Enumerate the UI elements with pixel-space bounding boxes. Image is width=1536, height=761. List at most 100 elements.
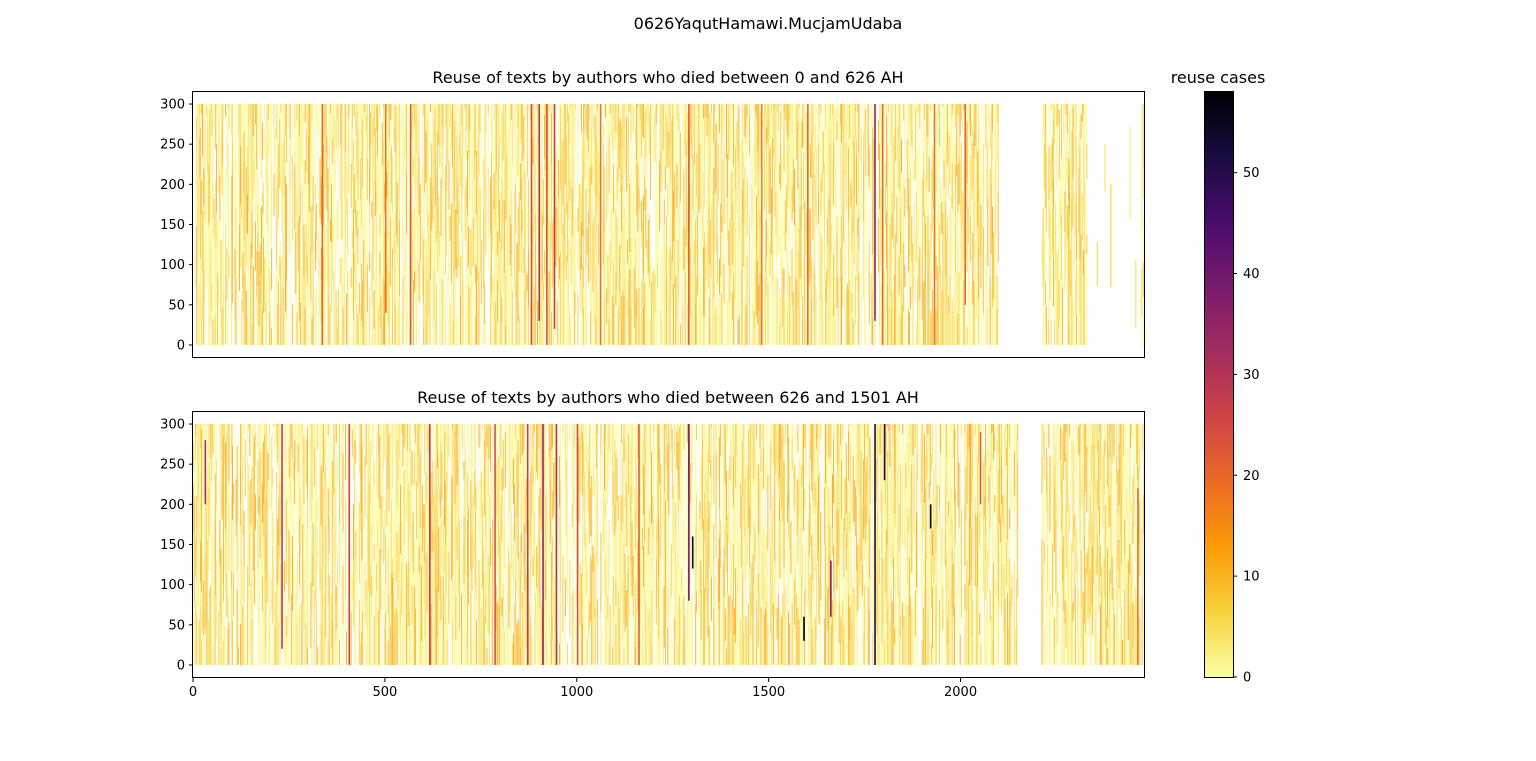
heatmap-cell: [680, 201, 681, 272]
heatmap-cell: [336, 457, 338, 484]
heatmap-cell: [387, 257, 389, 326]
heatmap-cell: [393, 518, 395, 572]
heatmap-cell: [379, 252, 381, 276]
heatmap-cell: [226, 424, 228, 435]
heatmap-cell: [560, 268, 562, 345]
heatmap-cell: [296, 312, 298, 345]
heatmap-cell: [652, 104, 654, 109]
heatmap-cell: [516, 623, 518, 665]
heatmap-cell: [232, 620, 233, 665]
heatmap-cell: [401, 424, 403, 434]
heatmap-cell: [513, 458, 514, 505]
heatmap-cell: [473, 226, 475, 288]
heatmap-cell: [290, 594, 292, 665]
heatmap-cell: [309, 456, 311, 523]
heatmap-cell: [624, 208, 626, 279]
heatmap-cell: [327, 488, 329, 531]
heatmap-cell: [545, 203, 547, 225]
heatmap-cell: [487, 238, 489, 269]
heatmap-cell: [846, 104, 848, 133]
heatmap-cell: [1074, 104, 1076, 170]
heatmap-cell: [507, 309, 509, 345]
heatmap-cell: [196, 528, 198, 572]
heatmap-cell: [656, 104, 658, 109]
heatmap-cell: [374, 216, 376, 275]
heatmap-cell: [962, 227, 963, 272]
heatmap-cell: [366, 264, 368, 313]
heatmap-cell: [566, 134, 567, 215]
heatmap-cell: [716, 234, 718, 283]
heatmap-cell: [635, 104, 636, 123]
heatmap-cell: [496, 602, 498, 665]
heatmap-cell: [243, 565, 245, 602]
heatmap-cell: [532, 225, 534, 267]
heatmap-cell: [239, 104, 240, 179]
heatmap-cell: [371, 424, 373, 455]
heatmap-cell: [265, 167, 267, 186]
heatmap-cell: [564, 509, 566, 579]
heatmap-cell: [582, 424, 583, 432]
heatmap-cell: [529, 602, 530, 665]
heatmap-cell: [335, 630, 337, 665]
heatmap-cell: [212, 318, 214, 345]
heatmap-cell: [437, 489, 438, 568]
heatmap-cell: [250, 424, 252, 479]
heatmap-cell: [400, 591, 402, 622]
heatmap-cell: [564, 424, 566, 483]
heatmap-cell: [399, 571, 400, 637]
heatmap-cell: [669, 121, 671, 168]
heatmap-cell: [547, 186, 549, 239]
heatmap-cell: [230, 309, 232, 345]
heatmap-cell: [395, 531, 397, 583]
heatmap-cell: [680, 324, 681, 345]
heatmap-cell: [887, 285, 889, 345]
heatmap-cell: [850, 181, 852, 207]
heatmap-cell: [517, 321, 519, 345]
heatmap-cell: [198, 104, 200, 113]
heatmap-cell: [572, 621, 574, 665]
heatmap-cell: [947, 273, 948, 345]
heatmap-cell: [551, 450, 552, 514]
heatmap-cell: [709, 132, 711, 174]
heatmap-cell: [552, 518, 554, 539]
heatmap-cell: [248, 316, 250, 345]
heatmap-cell: [311, 141, 313, 207]
heatmap-cell: [378, 307, 380, 345]
heatmap-cell: [450, 104, 452, 150]
heatmap-cell: [455, 570, 457, 597]
heatmap-cell: [694, 220, 696, 273]
heatmap-cell: [257, 167, 259, 204]
heatmap-cell: [663, 104, 665, 175]
heatmap-cell: [222, 584, 224, 602]
heatmap-cell: [499, 242, 501, 274]
heatmap-cell: [784, 328, 786, 345]
heatmap-cell: [316, 204, 317, 240]
heatmap-cell: [358, 121, 360, 196]
heatmap-cell: [912, 243, 914, 295]
heatmap-cell: [454, 609, 456, 665]
heatmap-cell: [690, 315, 692, 345]
heatmap-cell: [263, 558, 265, 593]
heatmap-cell: [209, 589, 210, 665]
heatmap-cell: [310, 521, 312, 583]
heatmap-cell: [402, 424, 404, 467]
heatmap-cell: [225, 275, 227, 345]
heatmap-cell: [502, 199, 504, 223]
heatmap-cell: [487, 424, 489, 459]
heatmap-cell: [891, 289, 893, 345]
heatmap-cell: [259, 514, 261, 558]
heatmap-cell: [637, 284, 639, 345]
heatmap-cell: [716, 142, 718, 170]
heatmap-cell: [837, 242, 839, 278]
heatmap-cell: [473, 540, 475, 558]
heatmap-cell: [454, 200, 456, 247]
heatmap-cell: [944, 276, 946, 345]
heatmap-cell: [206, 106, 208, 131]
heatmap-cell: [260, 497, 262, 518]
heatmap-cell: [909, 256, 910, 313]
heatmap-cell: [591, 286, 593, 345]
heatmap-cell: [584, 107, 586, 180]
heatmap-cell: [400, 553, 402, 572]
heatmap-cell: [371, 164, 373, 202]
heatmap-cell: [557, 118, 559, 160]
